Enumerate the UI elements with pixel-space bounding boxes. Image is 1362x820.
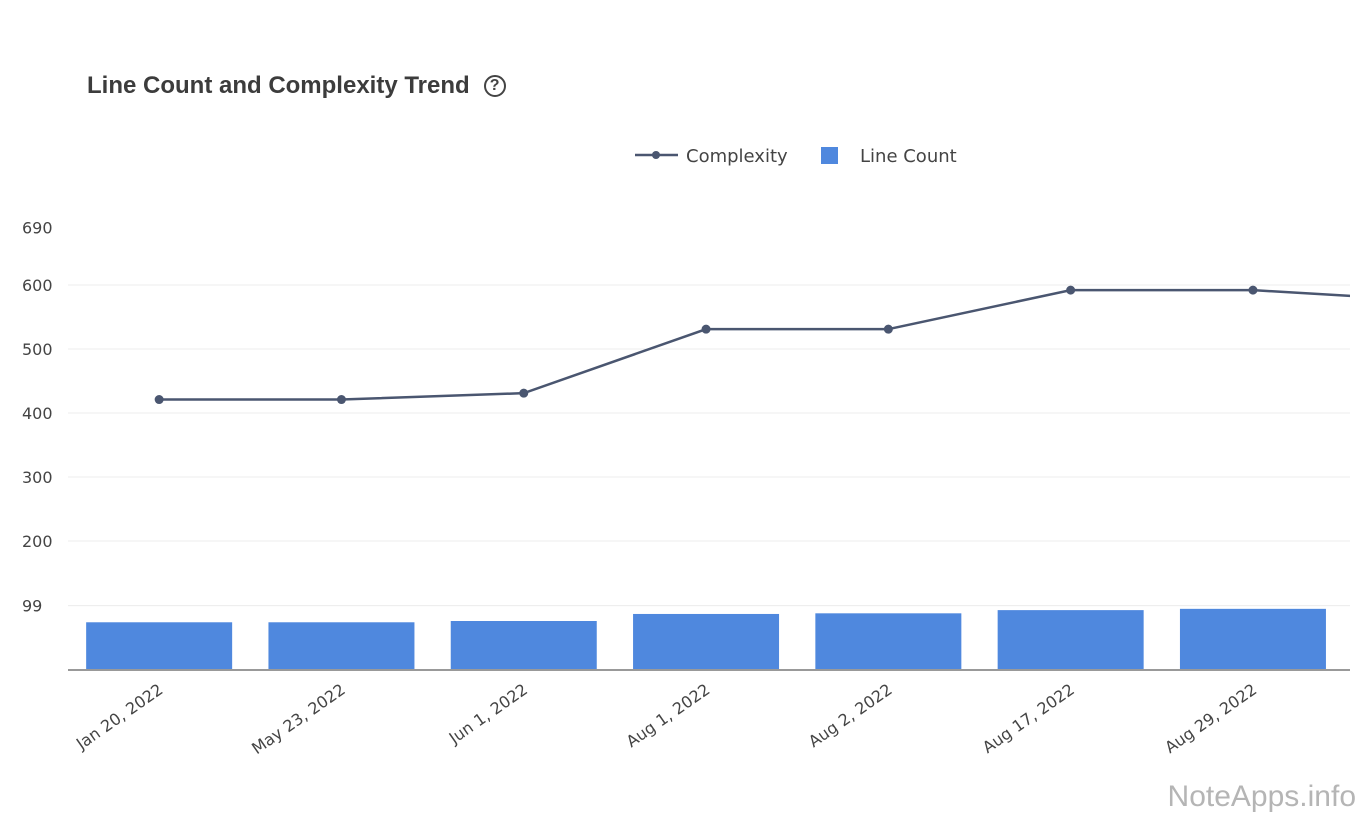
bar-line-count — [815, 613, 962, 669]
y-tick-label: 99 — [22, 597, 42, 616]
x-tick-label: Aug 2, 2022 — [805, 680, 896, 751]
complexity-point — [519, 388, 529, 398]
bar-line-count — [997, 610, 1144, 669]
complexity-line — [159, 288, 1350, 401]
watermark: NoteApps.info — [1167, 780, 1356, 813]
legend-complexity-marker — [652, 151, 660, 159]
y-tick-label: 690 — [22, 218, 53, 237]
x-tick-label: Aug 17, 2022 — [979, 680, 1078, 757]
x-tick-label: Aug 29, 2022 — [1161, 680, 1260, 757]
y-tick-label: 300 — [22, 468, 53, 487]
complexity-point — [336, 395, 346, 405]
chart-title: Line Count and Complexity Trend ? — [87, 72, 506, 100]
bar-line-count — [633, 613, 780, 669]
legend-line-count-marker — [821, 147, 838, 164]
x-tick-label: May 23, 2022 — [248, 680, 349, 758]
bar-line-count — [86, 622, 233, 669]
x-tick-label: Aug 1, 2022 — [623, 680, 714, 751]
complexity-point — [883, 324, 893, 334]
complexity-point — [701, 324, 711, 334]
legend-line-count-label: Line Count — [860, 146, 957, 167]
bar-line-count — [268, 622, 415, 669]
x-tick-label: Jan 20, 2022 — [72, 680, 166, 754]
bar-line-count — [1179, 608, 1326, 669]
chart-title-text: Line Count and Complexity Trend — [87, 72, 470, 99]
legend: Complexity Line Count — [635, 146, 957, 167]
y-tick-label: 500 — [22, 340, 53, 359]
y-tick-label: 200 — [22, 532, 53, 551]
y-tick-label: 600 — [22, 276, 53, 295]
bar-line-count — [450, 621, 597, 669]
complexity-point — [154, 395, 164, 405]
x-tick-label: Jun 1, 2022 — [445, 680, 531, 748]
y-tick-label: 400 — [22, 404, 53, 423]
complexity-point — [1066, 285, 1076, 295]
legend-complexity-label: Complexity — [686, 146, 788, 167]
complexity-point — [1248, 285, 1258, 295]
help-icon[interactable]: ? — [483, 75, 506, 97]
